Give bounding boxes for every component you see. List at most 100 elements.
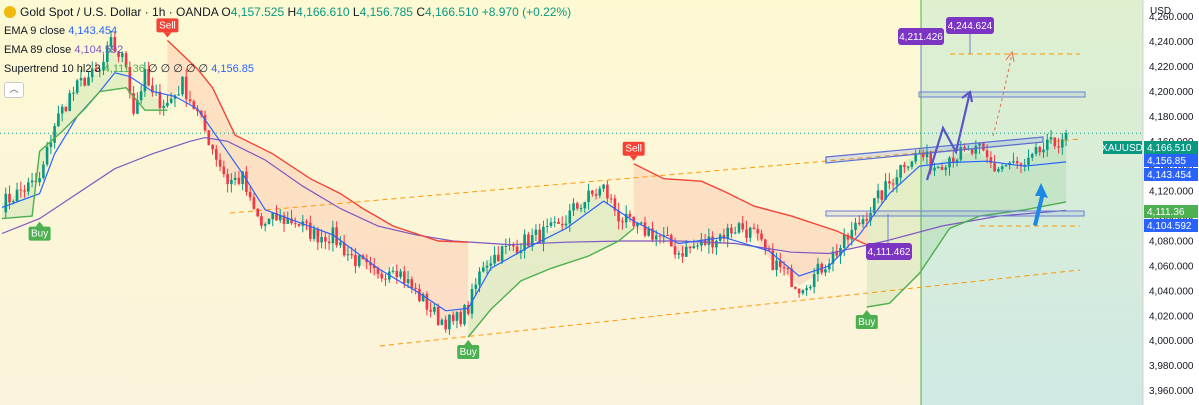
candle[interactable] (1023, 158, 1026, 172)
candle[interactable] (677, 250, 681, 260)
candle[interactable] (658, 235, 662, 244)
supertrend-line-4[interactable] (633, 163, 868, 246)
candle[interactable] (576, 201, 579, 211)
candle[interactable] (831, 246, 835, 272)
candle[interactable] (733, 226, 737, 235)
candle[interactable] (324, 232, 327, 250)
candle[interactable] (842, 228, 846, 257)
candle[interactable] (914, 149, 917, 165)
candle[interactable] (606, 180, 609, 204)
candle[interactable] (549, 217, 553, 228)
candle[interactable] (651, 221, 654, 243)
candle[interactable] (1046, 133, 1049, 157)
candle[interactable] (880, 190, 884, 205)
sell-signal-2[interactable]: Sell (156, 18, 179, 38)
candle[interactable] (395, 264, 399, 284)
candle[interactable] (482, 261, 485, 273)
candle[interactable] (72, 86, 75, 102)
candle[interactable] (335, 221, 338, 248)
candle[interactable] (982, 142, 985, 152)
legend-ema89-row[interactable]: EMA 89 close 4,104.592 (4, 41, 571, 60)
legend-supertrend-row[interactable]: Supertrend 10 hl2 3 4,111.36 ∅ ∅ ∅ ∅ ∅ 4… (4, 60, 571, 79)
candle[interactable] (1000, 163, 1004, 172)
candle[interactable] (895, 169, 899, 193)
candle[interactable] (102, 53, 105, 76)
channel-lower-line[interactable] (379, 269, 1081, 347)
candle[interactable] (429, 302, 432, 318)
candle[interactable] (534, 224, 538, 242)
candle[interactable] (594, 188, 598, 200)
candle[interactable] (15, 182, 19, 203)
candle[interactable] (414, 282, 417, 295)
candle[interactable] (211, 144, 214, 155)
candle[interactable] (572, 198, 575, 216)
supertrend-line-3[interactable] (467, 227, 635, 338)
candle[interactable] (579, 204, 583, 213)
candle[interactable] (256, 208, 259, 217)
candle[interactable] (384, 273, 387, 286)
candle[interactable] (560, 216, 564, 231)
candle[interactable] (933, 162, 936, 177)
candle[interactable] (906, 165, 910, 171)
candle[interactable] (1057, 137, 1060, 154)
axis-price-tag[interactable]: 4,156.85 (1144, 154, 1198, 167)
candle[interactable] (564, 215, 568, 228)
candle[interactable] (681, 245, 684, 263)
candle[interactable] (812, 267, 816, 294)
candle[interactable] (94, 61, 98, 73)
candle[interactable] (177, 85, 180, 96)
candle[interactable] (756, 224, 760, 241)
candle[interactable] (707, 228, 711, 254)
candle[interactable] (745, 220, 748, 243)
candle[interactable] (538, 223, 541, 244)
axis-price-tag[interactable]: 4,104.592 (1144, 219, 1198, 232)
candle[interactable] (79, 69, 83, 87)
candle[interactable] (463, 303, 466, 326)
price-callout-2[interactable]: 4,244.624 (946, 17, 994, 34)
candle[interactable] (263, 222, 267, 232)
chevron-up-icon[interactable]: ︿ (4, 82, 24, 98)
candle[interactable] (455, 311, 459, 329)
candle[interactable] (68, 89, 71, 112)
candle[interactable] (248, 187, 252, 201)
candle[interactable] (339, 236, 342, 249)
candle[interactable] (233, 171, 237, 186)
candle[interactable] (440, 318, 444, 326)
projection-path-arrow[interactable] (925, 91, 972, 181)
candle[interactable] (591, 189, 594, 197)
legend-ema9-row[interactable]: EMA 9 close 4,143.454 (4, 22, 571, 41)
candle[interactable] (748, 226, 752, 242)
candle[interactable] (271, 212, 274, 227)
candle[interactable] (530, 228, 534, 251)
candle[interactable] (30, 172, 34, 188)
price-callout-1[interactable]: 4,211.426 (898, 28, 944, 45)
candle[interactable] (952, 150, 955, 168)
candle[interactable] (136, 92, 139, 115)
candle[interactable] (790, 264, 793, 288)
candle[interactable] (876, 183, 880, 204)
target-zone-box[interactable] (918, 91, 1086, 98)
candle[interactable] (237, 170, 241, 186)
axis-price-tag[interactable]: 4,166.510 (1144, 141, 1198, 154)
supertrend-line-1[interactable] (1, 86, 168, 220)
candle[interactable] (899, 164, 902, 185)
candle[interactable] (87, 71, 90, 86)
candle[interactable] (222, 160, 226, 178)
candle[interactable] (267, 217, 271, 225)
candle[interactable] (1064, 129, 1068, 147)
candle[interactable] (846, 232, 850, 248)
candle[interactable] (282, 211, 286, 232)
supertrend-line-5[interactable] (866, 201, 1067, 308)
candle[interactable] (809, 284, 812, 291)
candle[interactable] (459, 309, 462, 327)
candle[interactable] (794, 286, 797, 290)
candle[interactable] (196, 105, 199, 116)
candle[interactable] (497, 246, 500, 262)
candle[interactable] (1027, 149, 1030, 171)
candle[interactable] (485, 260, 489, 274)
candle[interactable] (474, 278, 478, 296)
candle[interactable] (613, 194, 617, 217)
candle[interactable] (23, 185, 26, 198)
candle[interactable] (297, 223, 301, 228)
candle[interactable] (60, 104, 64, 122)
